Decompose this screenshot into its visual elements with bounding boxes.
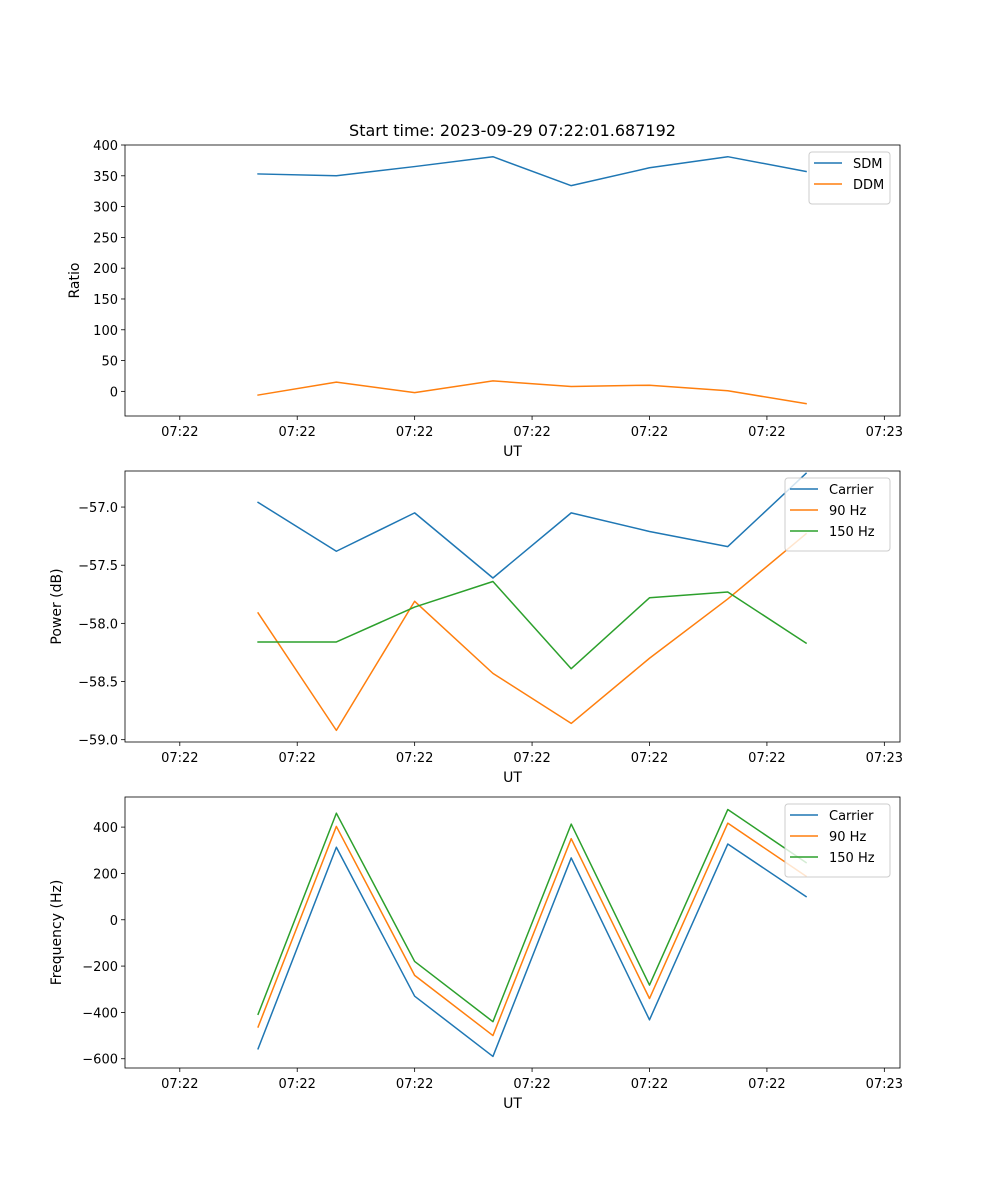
- x-tick-label: 07:22: [748, 1077, 785, 1092]
- y-tick-label: −200: [82, 960, 118, 975]
- x-tick-label: 07:22: [396, 425, 433, 440]
- y-tick-label: 150: [93, 293, 118, 308]
- chart-title: Start time: 2023-09-29 07:22:01.687192: [349, 121, 676, 140]
- legend-frame: [808, 151, 891, 205]
- x-tick-label: 07:22: [161, 425, 198, 440]
- y-tick-label: 400: [93, 139, 118, 154]
- x-tick-label: 07:22: [631, 751, 668, 766]
- series-line-150-hz: [257, 808, 808, 1023]
- subplot-1: 07:22 07:22 07:22 07:22 07:22 07:22 07:23 0 50 10…: [67, 121, 903, 460]
- y-tick-label: 0: [110, 385, 118, 400]
- series-line-carrier: [257, 843, 808, 1058]
- x-tick-label: 07:22: [396, 1077, 433, 1092]
- legend-label: 150 Hz: [829, 525, 875, 540]
- x-tick-label: 07:22: [278, 425, 315, 440]
- y-tick-label: −59.0: [78, 734, 118, 749]
- x-axis-label: UT: [503, 1096, 522, 1112]
- y-tick-label: 400: [93, 821, 118, 836]
- legend-label: Carrier: [829, 483, 874, 498]
- y-tick-label: 350: [93, 170, 118, 185]
- axes-frame: [124, 796, 901, 1069]
- x-tick-label: 07:23: [866, 751, 903, 766]
- x-tick-label: 07:23: [866, 425, 903, 440]
- legend: Carrier 90 Hz 150 Hz: [784, 803, 891, 878]
- series-line-sdm: [257, 155, 807, 187]
- axes-frame: [124, 144, 901, 417]
- subplot-2: 07:22 07:22 07:22 07:22 07:22 07:22 07:23 −59.0…: [49, 470, 903, 786]
- x-tick-label: 07:22: [161, 751, 198, 766]
- x-tick-label: 07:22: [631, 1077, 668, 1092]
- y-tick-label: −58.0: [78, 617, 118, 632]
- y-tick-label: 50: [101, 355, 118, 370]
- x-tick-label: 07:22: [513, 1077, 550, 1092]
- x-tick-label: 07:22: [278, 751, 315, 766]
- series-line-ddm: [257, 380, 807, 405]
- x-tick-label: 07:22: [396, 751, 433, 766]
- y-tick-label: −57.5: [78, 559, 118, 574]
- x-tick-label: 07:23: [866, 1077, 903, 1092]
- legend-label: Carrier: [829, 809, 874, 824]
- y-tick-label: 0: [110, 914, 118, 929]
- x-tick-label: 07:22: [513, 425, 550, 440]
- y-tick-label: 250: [93, 231, 118, 246]
- y-axis-label: Power (dB): [49, 568, 65, 644]
- x-axis-label: UT: [503, 444, 522, 460]
- legend-frame: [784, 477, 891, 552]
- y-tick-label: −58.5: [78, 676, 118, 691]
- y-tick-label: −400: [82, 1006, 118, 1021]
- legend: Carrier 90 Hz 150 Hz: [784, 477, 891, 552]
- y-tick-label: −600: [82, 1053, 118, 1068]
- legend: SDM DDM: [808, 151, 891, 205]
- legend-label: 90 Hz: [829, 504, 866, 519]
- y-tick-label: 300: [93, 201, 118, 216]
- legend-frame: [784, 803, 891, 878]
- series-line-90-hz: [257, 822, 808, 1037]
- y-tick-label: 100: [93, 324, 118, 339]
- series-line-90-hz: [257, 532, 808, 732]
- y-axis-label: Ratio: [67, 263, 83, 299]
- x-tick-label: 07:22: [748, 751, 785, 766]
- x-tick-label: 07:22: [631, 425, 668, 440]
- subplot-3: 07:22 07:22 07:22 07:22 07:22 07:22 07:23 −600 −…: [49, 796, 903, 1112]
- axes-frame: [124, 470, 901, 743]
- x-tick-label: 07:22: [278, 1077, 315, 1092]
- y-tick-label: 200: [93, 262, 118, 277]
- legend-label: 150 Hz: [829, 851, 875, 866]
- series-line-150-hz: [257, 580, 808, 670]
- legend-label: SDM: [853, 157, 882, 172]
- x-tick-label: 07:22: [748, 425, 785, 440]
- x-tick-label: 07:22: [161, 1077, 198, 1092]
- y-tick-label: 200: [93, 867, 118, 882]
- series-line-carrier: [257, 472, 808, 579]
- legend-label: DDM: [853, 178, 884, 193]
- x-tick-label: 07:22: [513, 751, 550, 766]
- x-axis-label: UT: [503, 770, 522, 786]
- y-axis-label: Frequency (Hz): [49, 880, 65, 986]
- legend-label: 90 Hz: [829, 830, 866, 845]
- y-tick-label: −57.0: [78, 501, 118, 516]
